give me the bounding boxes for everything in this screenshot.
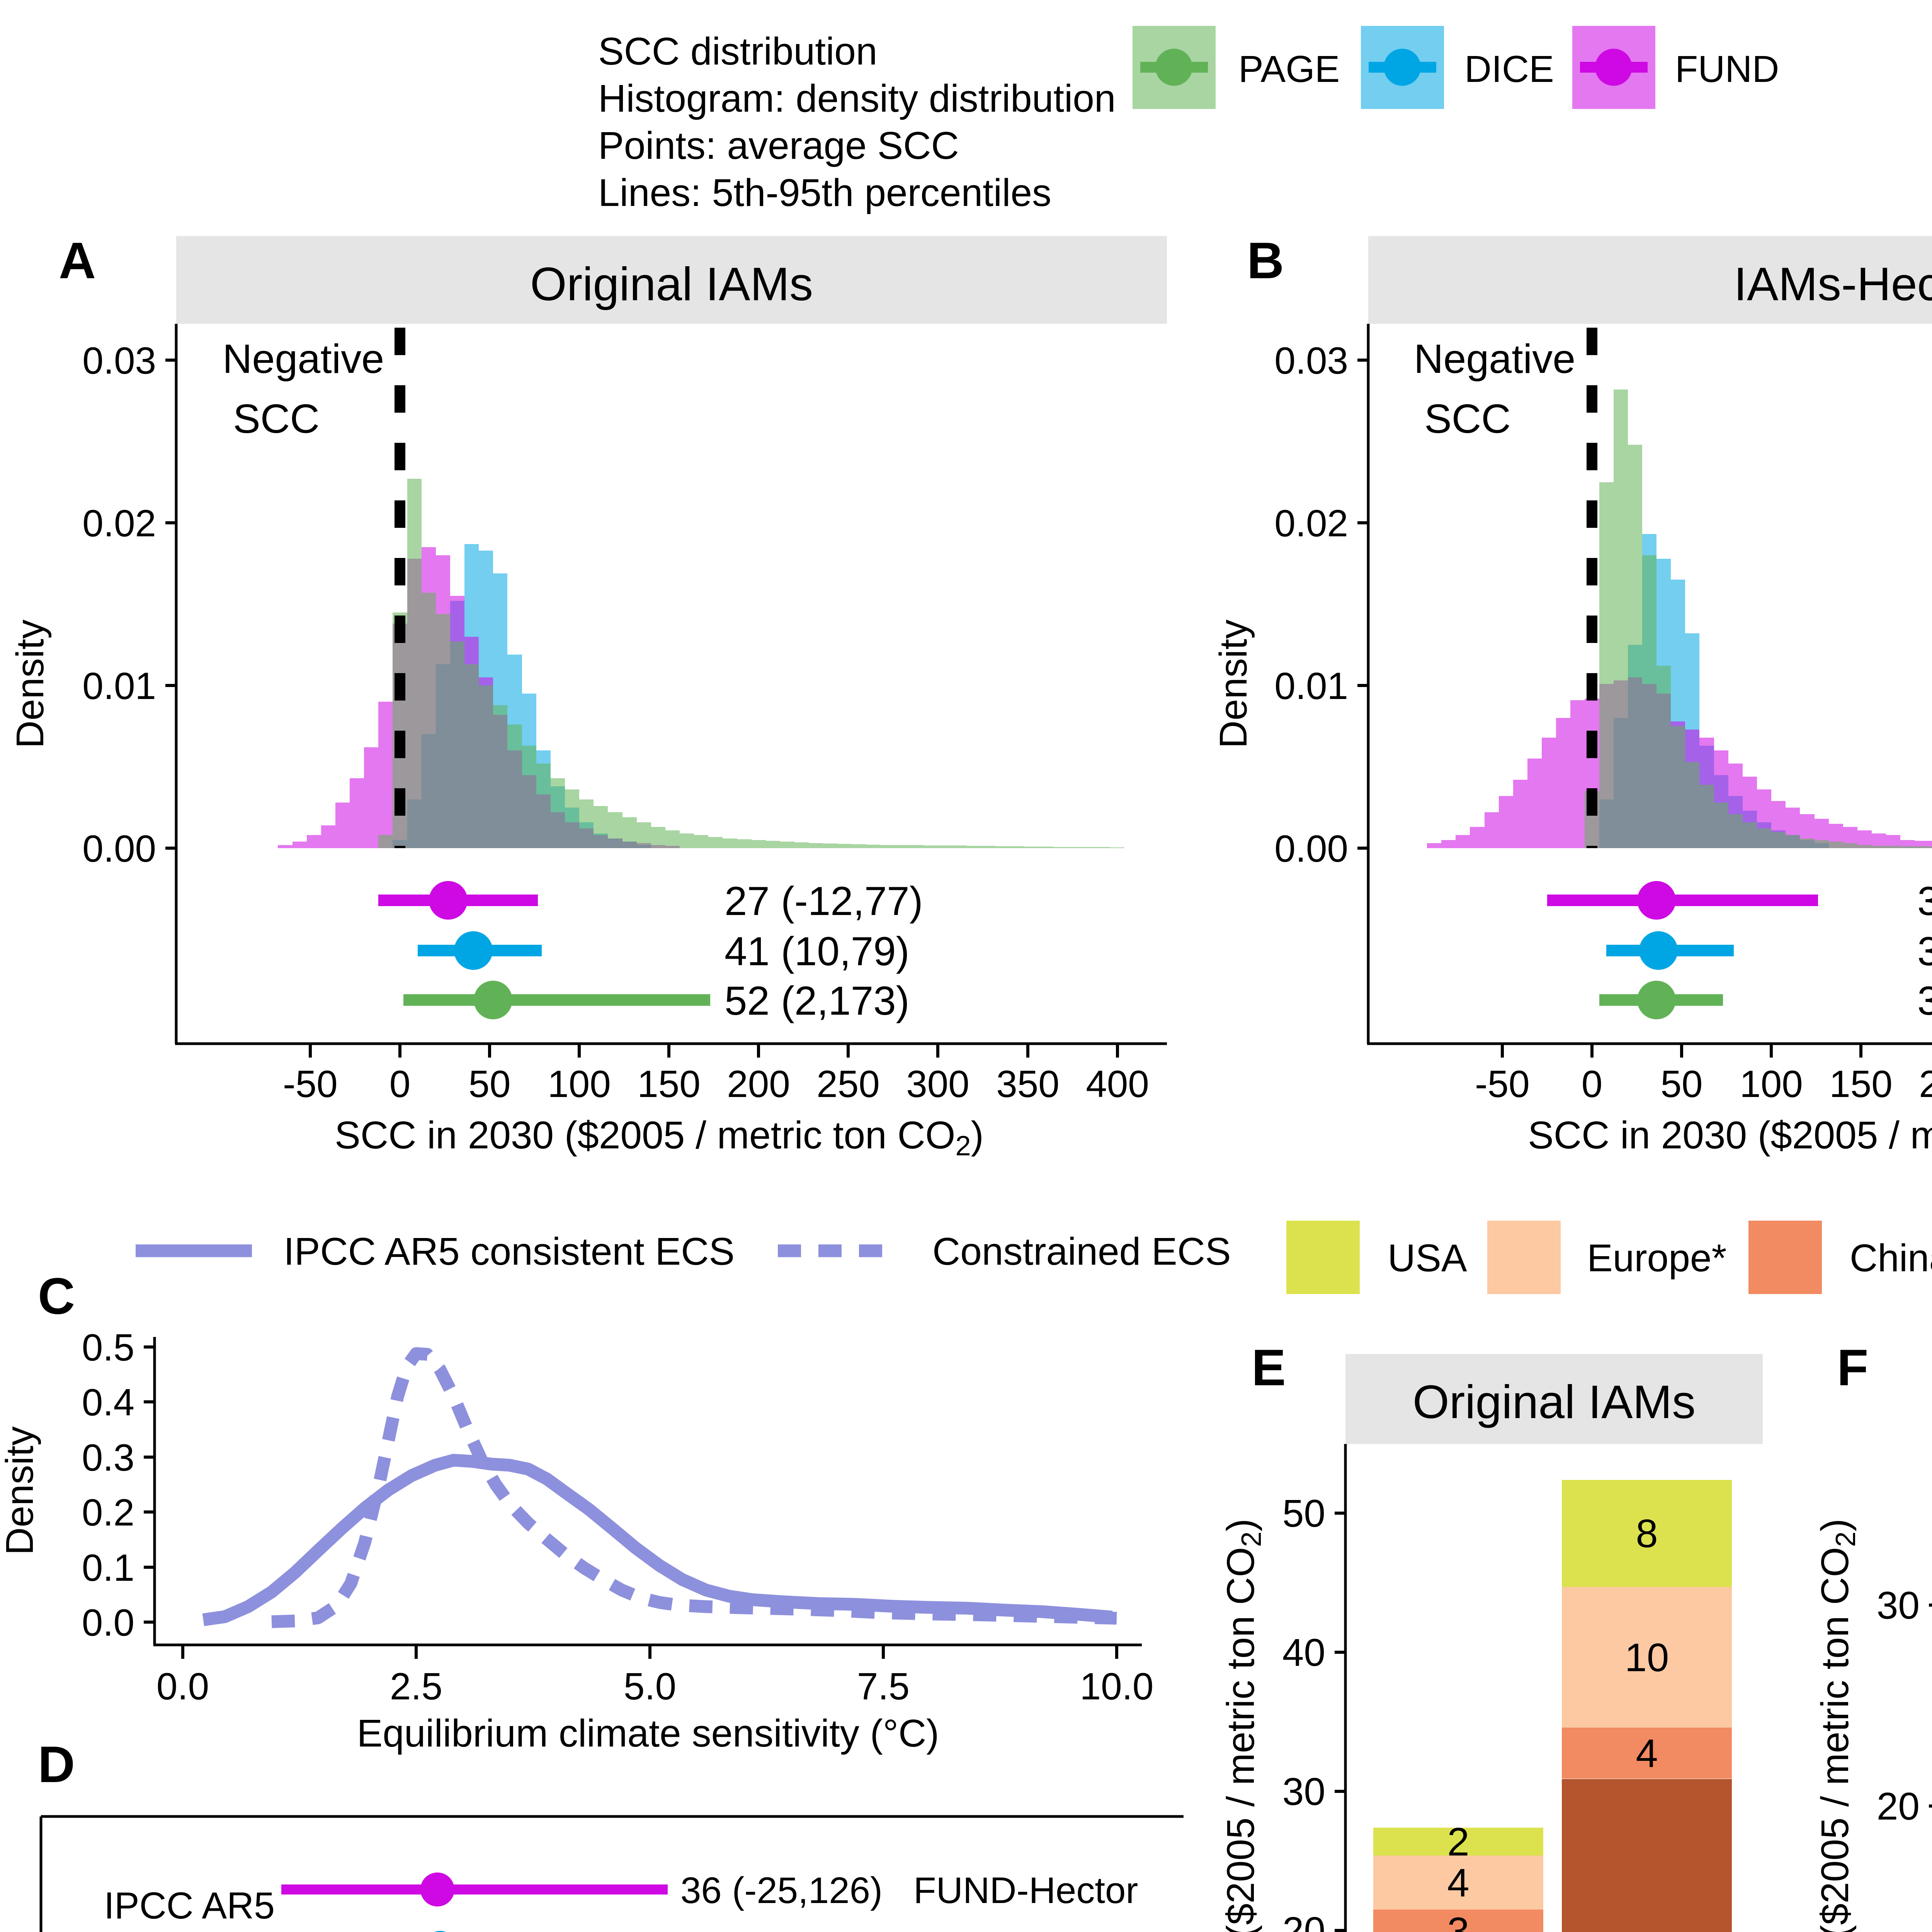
- svg-text:8: 8: [1636, 1511, 1658, 1556]
- svg-text:7.5: 7.5: [857, 1665, 910, 1708]
- svg-text:SCC: SCC: [1424, 396, 1511, 442]
- svg-text:0.00: 0.00: [1274, 827, 1348, 870]
- svg-text:SCC: SCC: [233, 396, 320, 442]
- svg-text:5.0: 5.0: [624, 1665, 676, 1708]
- svg-text:0.01: 0.01: [82, 665, 156, 707]
- svg-text:DICE: DICE: [1464, 48, 1554, 90]
- svg-text:0: 0: [389, 1063, 411, 1105]
- svg-text:Density: Density: [1212, 619, 1255, 748]
- svg-text:100: 100: [548, 1063, 611, 1105]
- svg-text:41 (10,79): 41 (10,79): [724, 929, 910, 974]
- svg-text:SCC distribution: SCC distribution: [598, 30, 878, 73]
- svg-text:0.00: 0.00: [82, 827, 156, 870]
- svg-text:Negative: Negative: [1414, 336, 1575, 382]
- svg-text:150: 150: [637, 1063, 701, 1105]
- svg-text:Lines: 5th-95th percentiles: Lines: 5th-95th percentiles: [598, 171, 1051, 214]
- svg-text:2.5: 2.5: [390, 1665, 442, 1708]
- svg-text:0.5: 0.5: [82, 1326, 134, 1369]
- svg-text:Points: average SCC: Points: average SCC: [598, 124, 959, 167]
- svg-text:Original IAMs: Original IAMs: [1413, 1376, 1696, 1428]
- svg-text:200: 200: [1919, 1063, 1932, 1105]
- svg-text:37 (8,79): 37 (8,79): [1917, 929, 1932, 974]
- svg-text:IAMs-Hector: IAMs-Hector: [1734, 258, 1932, 310]
- svg-text:10: 10: [1625, 1635, 1669, 1680]
- svg-text:Histogram: density distributio: Histogram: density distribution: [598, 77, 1116, 120]
- svg-text:27 (-12,77): 27 (-12,77): [724, 879, 923, 924]
- svg-text:250: 250: [816, 1063, 880, 1105]
- svg-text:10.0: 10.0: [1080, 1665, 1154, 1708]
- svg-text:350: 350: [996, 1063, 1060, 1105]
- svg-text:50: 50: [468, 1063, 510, 1105]
- svg-text:0.02: 0.02: [82, 502, 156, 544]
- svg-text:Original IAMs: Original IAMs: [530, 258, 813, 310]
- svg-text:0.0: 0.0: [156, 1665, 209, 1708]
- svg-text:DICE-Hector: DICE-Hector: [913, 1928, 1124, 1932]
- svg-text:36 (-25,126): 36 (-25,126): [680, 1870, 883, 1911]
- svg-text:SCC in 2030 ($2005 / metric to: SCC in 2030 ($2005 / metric ton CO2): [1528, 1114, 1932, 1162]
- svg-text:Equilibrium climate sensitivit: Equilibrium climate sensitivity (°C): [357, 1712, 939, 1755]
- svg-text:0.03: 0.03: [82, 339, 156, 382]
- svg-text:Density: Density: [0, 1426, 41, 1555]
- svg-text:Constrained ECS: Constrained ECS: [932, 1230, 1231, 1273]
- svg-text:30: 30: [1282, 1770, 1325, 1813]
- svg-text:150: 150: [1829, 1063, 1893, 1105]
- svg-text:0.03: 0.03: [1274, 339, 1348, 382]
- svg-text:0.2: 0.2: [82, 1491, 134, 1534]
- svg-text:36 (-25,126): 36 (-25,126): [1917, 879, 1932, 924]
- svg-text:SCC in 2030 ($2005 / metric to: SCC in 2030 ($2005 / metric ton CO2): [335, 1114, 984, 1162]
- svg-text:0.0: 0.0: [82, 1601, 134, 1644]
- svg-text:D: D: [38, 1736, 75, 1793]
- svg-text:Negative: Negative: [223, 336, 384, 382]
- svg-text:400: 400: [1086, 1063, 1149, 1105]
- svg-text:3: 3: [1447, 1909, 1469, 1932]
- svg-text:USA: USA: [1388, 1236, 1467, 1280]
- svg-text:20: 20: [1282, 1909, 1325, 1932]
- svg-text:20: 20: [1877, 1785, 1920, 1828]
- svg-text:0.01: 0.01: [1274, 665, 1348, 707]
- svg-text:0.02: 0.02: [1274, 502, 1348, 544]
- svg-text:IPCC AR5: IPCC AR5: [104, 1884, 275, 1927]
- svg-text:-50: -50: [283, 1063, 338, 1105]
- svg-text:-50: -50: [1475, 1063, 1530, 1105]
- svg-text:300: 300: [906, 1063, 969, 1105]
- svg-text:Europe*: Europe*: [1587, 1236, 1726, 1280]
- svg-text:52 (2,173): 52 (2,173): [724, 978, 910, 1024]
- svg-text:50: 50: [1660, 1063, 1702, 1105]
- svg-text:C: C: [38, 1268, 75, 1325]
- svg-text:100: 100: [1740, 1063, 1803, 1105]
- svg-text:Density: Density: [9, 619, 52, 748]
- svg-text:0.3: 0.3: [82, 1436, 134, 1479]
- svg-text:F: F: [1837, 1339, 1868, 1396]
- svg-text:SCC in 2030 ($2005 / metric to: SCC in 2030 ($2005 / metric ton CO2): [1813, 1519, 1861, 1932]
- svg-text:200: 200: [727, 1063, 790, 1105]
- svg-text:B: B: [1247, 232, 1284, 289]
- svg-text:4: 4: [1447, 1861, 1469, 1905]
- svg-text:SCC in 2030 ($2005 / metric to: SCC in 2030 ($2005 / metric ton CO2): [1219, 1519, 1267, 1932]
- svg-text:30: 30: [1877, 1584, 1920, 1627]
- svg-text:37 (8,79): 37 (8,79): [680, 1928, 829, 1932]
- svg-text:2: 2: [1447, 1820, 1469, 1864]
- svg-text:36 (4,73): 36 (4,73): [1917, 978, 1932, 1024]
- svg-text:FUND-Hector: FUND-Hector: [913, 1870, 1138, 1911]
- svg-text:PAGE: PAGE: [1238, 48, 1340, 90]
- svg-text:FUND: FUND: [1675, 48, 1779, 90]
- svg-text:IPCC AR5 consistent ECS: IPCC AR5 consistent ECS: [284, 1230, 735, 1273]
- svg-text:A: A: [59, 232, 96, 289]
- svg-text:0.4: 0.4: [82, 1381, 134, 1423]
- svg-text:40: 40: [1282, 1631, 1325, 1674]
- svg-text:0.1: 0.1: [82, 1546, 134, 1589]
- svg-text:China*: China*: [1850, 1236, 1932, 1280]
- svg-text:E: E: [1252, 1339, 1286, 1396]
- svg-text:0: 0: [1582, 1063, 1603, 1105]
- svg-text:50: 50: [1282, 1492, 1325, 1535]
- svg-text:4: 4: [1636, 1731, 1658, 1776]
